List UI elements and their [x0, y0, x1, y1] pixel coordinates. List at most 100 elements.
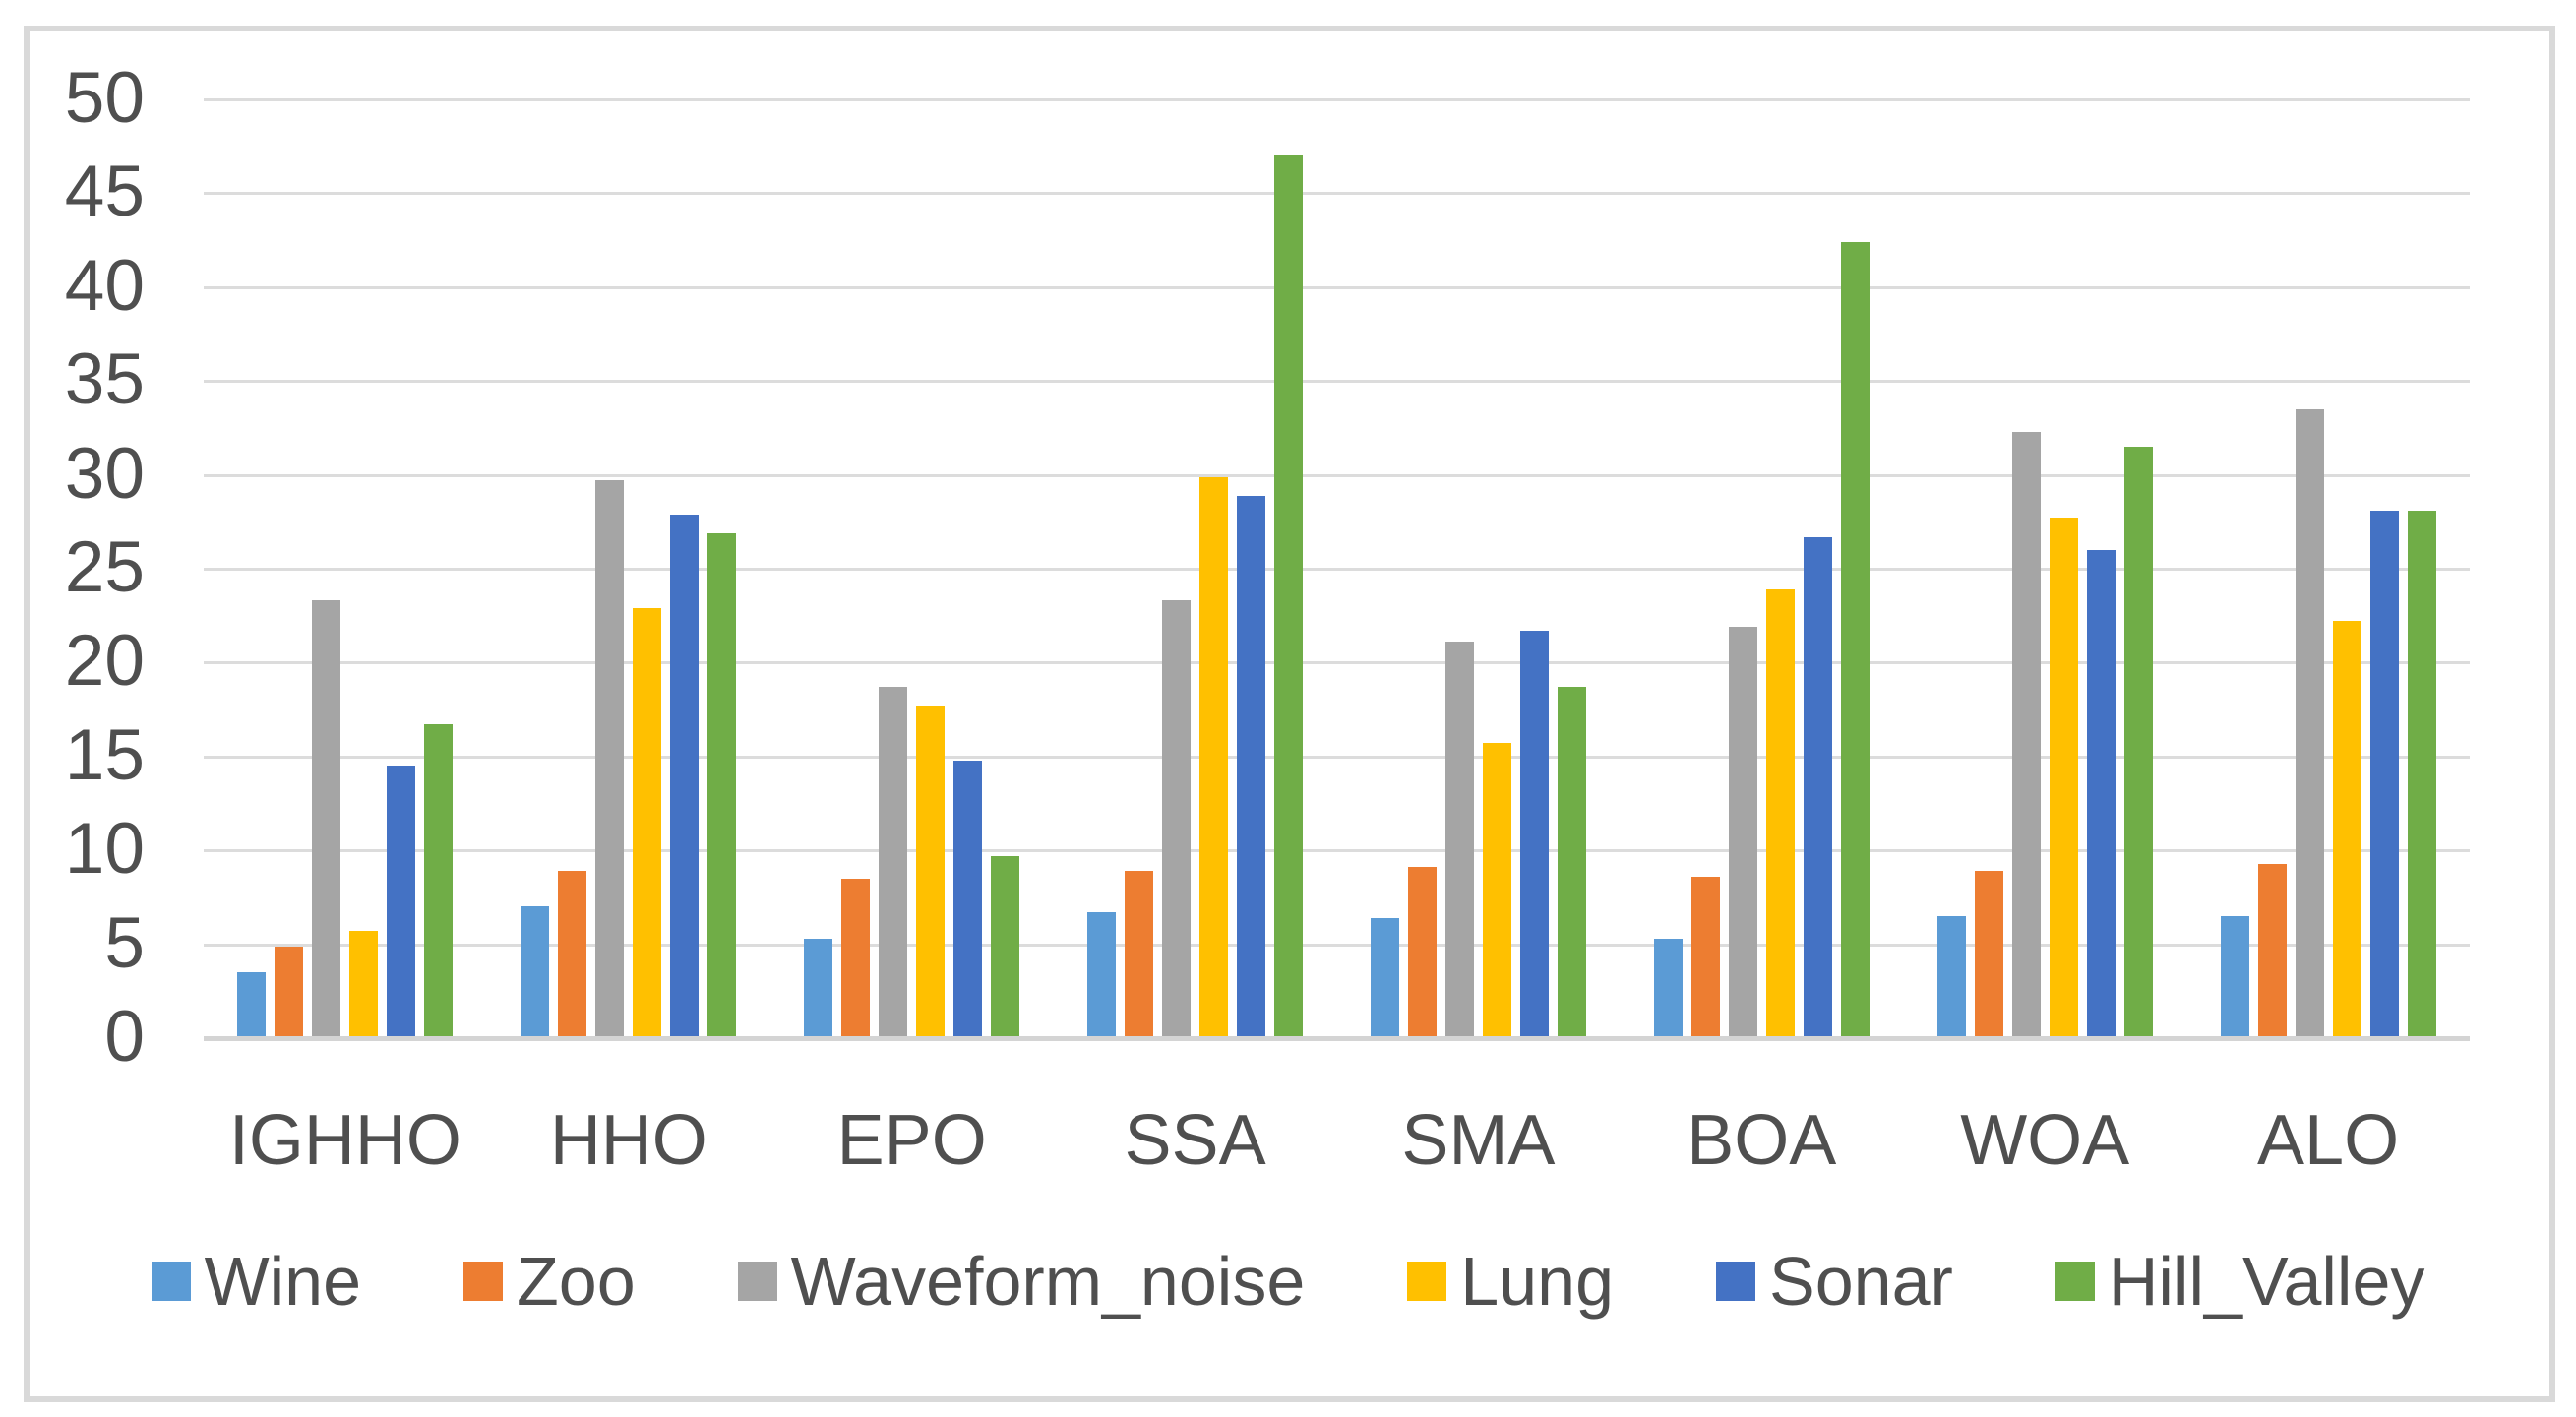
bar-group-ighho — [204, 99, 487, 1038]
x-tick-label-ssa: SSA — [1124, 1101, 1266, 1180]
bar-hill-valley-ighho — [424, 724, 454, 1038]
bar-sonar-sma — [1519, 630, 1549, 1038]
legend-label-wine: Wine — [204, 1243, 362, 1320]
bar-sonar-ssa — [1237, 495, 1266, 1038]
legend-label-zoo: Zoo — [517, 1243, 636, 1320]
bar-sonar-woa — [2086, 549, 2116, 1038]
bar-zoo-hho — [558, 871, 587, 1038]
bar-zoo-epo — [841, 878, 871, 1038]
y-tick-label-20: 20 — [64, 621, 145, 702]
legend: Wine Zoo Waveform_noise Lung Sonar Hill_Valle… — [0, 1242, 2576, 1321]
x-axis-labels: IGHHO HHO EPO SSA SMA BOA WOA ALO — [204, 1100, 2470, 1181]
bar-wine-ssa — [1087, 912, 1117, 1038]
gridline-45 — [204, 192, 2470, 196]
bar-group-boa — [1620, 99, 1903, 1038]
y-axis-labels: 0 5 10 15 20 25 30 35 40 45 50 — [0, 58, 159, 1077]
bar-waveform-noise-epo — [879, 687, 908, 1038]
x-tick-label-epo: EPO — [836, 1101, 987, 1180]
bar-group-alo — [2186, 99, 2470, 1038]
bar-group-epo — [770, 99, 1054, 1038]
bar-zoo-boa — [1690, 876, 1720, 1038]
gridline-5 — [204, 943, 2470, 947]
x-tick-label-alo: ALO — [2257, 1101, 2400, 1180]
bar-sonar-boa — [1803, 536, 1832, 1038]
bar-wine-epo — [804, 938, 833, 1038]
bar-sonar-ighho — [387, 766, 416, 1038]
bar-lung-ighho — [349, 931, 379, 1038]
y-tick-label-50: 50 — [64, 57, 145, 138]
bar-lung-ssa — [1199, 476, 1229, 1038]
bar-lung-sma — [1482, 743, 1511, 1038]
gridline-40 — [204, 285, 2470, 289]
legend-label-sonar: Sonar — [1769, 1243, 1953, 1320]
legend-label-hill-valley: Hill_Valley — [2108, 1243, 2425, 1320]
legend-item-zoo: Zoo — [463, 1242, 636, 1321]
bar-wine-ighho — [237, 972, 267, 1038]
legend-label-lung: Lung — [1460, 1243, 1615, 1320]
y-tick-label-35: 35 — [64, 339, 145, 420]
gridline-50 — [204, 98, 2470, 101]
bar-hill-valley-woa — [2123, 446, 2153, 1038]
bar-wine-hho — [521, 906, 550, 1038]
bar-group-ssa — [1054, 99, 1337, 1038]
bar-wine-woa — [1936, 915, 1966, 1038]
legend-item-wine: Wine — [151, 1242, 362, 1321]
y-tick-label-45: 45 — [64, 152, 145, 232]
legend-swatch-waveform-noise — [737, 1262, 777, 1301]
bar-sonar-alo — [2369, 510, 2399, 1038]
bar-hill-valley-epo — [991, 855, 1020, 1038]
bar-hill-valley-boa — [1840, 242, 1870, 1038]
bar-waveform-noise-woa — [2011, 431, 2041, 1038]
bar-zoo-alo — [2257, 863, 2287, 1038]
legend-swatch-sonar — [1716, 1262, 1756, 1301]
x-tick-label-hho: HHO — [549, 1101, 707, 1180]
plot-area — [204, 98, 2470, 1041]
legend-item-sonar: Sonar — [1716, 1242, 1953, 1321]
gridline-30 — [204, 473, 2470, 477]
gridline-35 — [204, 380, 2470, 384]
bar-zoo-ssa — [1125, 871, 1154, 1038]
y-tick-label-5: 5 — [104, 902, 145, 983]
legend-item-waveform-noise: Waveform_noise — [737, 1242, 1306, 1321]
legend-swatch-hill-valley — [2055, 1262, 2095, 1301]
bar-wine-boa — [1653, 938, 1683, 1038]
bar-waveform-noise-boa — [1728, 627, 1757, 1038]
y-tick-label-10: 10 — [64, 809, 145, 890]
gridline-20 — [204, 661, 2470, 665]
y-tick-label-30: 30 — [64, 433, 145, 514]
x-tick-label-woa: WOA — [1960, 1101, 2130, 1180]
legend-swatch-zoo — [463, 1262, 504, 1301]
bar-zoo-ighho — [275, 946, 304, 1038]
bar-lung-hho — [633, 608, 662, 1038]
bar-sonar-epo — [953, 760, 983, 1038]
legend-swatch-wine — [151, 1262, 191, 1301]
bar-group-hho — [487, 99, 770, 1038]
bar-groups-layer — [204, 99, 2470, 1038]
y-tick-label-25: 25 — [64, 526, 145, 607]
gridline-15 — [204, 755, 2470, 759]
legend-swatch-lung — [1407, 1262, 1447, 1301]
bar-waveform-noise-ighho — [312, 600, 341, 1038]
bar-wine-alo — [2220, 915, 2249, 1038]
gridline-25 — [204, 568, 2470, 571]
y-tick-label-15: 15 — [64, 714, 145, 795]
bar-zoo-woa — [1974, 871, 2003, 1038]
legend-label-waveform-noise: Waveform_noise — [790, 1243, 1306, 1320]
x-tick-label-boa: BOA — [1687, 1101, 1837, 1180]
bar-waveform-noise-ssa — [1162, 600, 1192, 1038]
bar-hill-valley-sma — [1557, 687, 1586, 1038]
bar-lung-alo — [2332, 621, 2361, 1038]
x-axis-line — [204, 1036, 2470, 1041]
bar-lung-epo — [916, 706, 946, 1038]
bar-waveform-noise-alo — [2295, 408, 2324, 1038]
bar-group-woa — [1903, 99, 2186, 1038]
gridline-10 — [204, 849, 2470, 853]
bar-lung-boa — [1765, 589, 1795, 1038]
bar-zoo-sma — [1407, 867, 1437, 1038]
bar-group-sma — [1337, 99, 1621, 1038]
x-tick-label-ighho: IGHHO — [228, 1101, 461, 1180]
bar-hill-valley-hho — [707, 532, 737, 1038]
bar-wine-sma — [1370, 917, 1399, 1038]
x-tick-label-sma: SMA — [1401, 1101, 1556, 1180]
